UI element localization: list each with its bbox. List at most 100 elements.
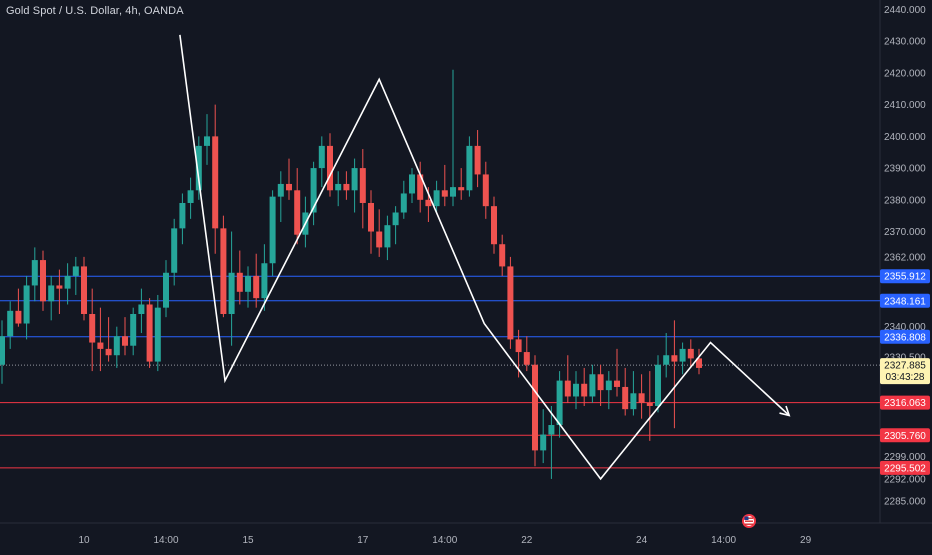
horizontal-lines[interactable] [0,275,880,469]
candle-body [581,383,588,397]
candle [122,317,128,356]
price-tag-bg [880,269,930,284]
candle-body [40,260,46,302]
price-tag-blue: 2348.161 [880,293,930,308]
candle-body [409,174,415,194]
candle-body [64,275,71,289]
zigzag-line[interactable] [179,34,790,481]
candle-body [204,136,210,146]
candle [220,215,227,318]
candle [655,355,661,413]
candle [113,326,120,368]
candle-body [573,383,579,397]
candle-body [318,145,325,169]
candle-body [294,190,301,235]
y-tick-label: 2330.500 [884,352,926,363]
candle [507,256,514,349]
y-tick-label: 2390.000 [884,164,926,175]
us-flag-icon[interactable] [742,514,756,528]
candle [195,136,202,200]
flag-canton [744,516,749,520]
candle-body [343,183,350,191]
candle [335,171,342,207]
candle [630,371,637,416]
candle [89,288,96,372]
candle [417,161,424,213]
candle [212,104,219,254]
candle [15,288,22,327]
price-tag-bg [880,428,930,443]
candle-body [458,187,465,191]
candle-body [687,348,694,359]
y-tick-label: 2420.000 [884,68,926,79]
candle [441,164,448,207]
zigzag-drawing[interactable] [179,34,791,481]
candle-body [253,275,260,299]
candle-body [7,310,14,337]
candle-body [23,285,30,324]
price-tag-label: 2295.502 [884,463,926,474]
us-flag-icon-shape[interactable] [742,514,756,528]
candle-body [663,355,670,365]
candle-body [622,386,629,410]
candle-body [605,380,612,391]
candle-body [138,304,145,314]
last-price-label: 2327.885 [884,361,926,372]
y-tick-label: 2362.000 [884,252,926,263]
candle [491,196,497,254]
candle [97,307,104,372]
candle [327,133,333,197]
candle [253,253,260,308]
y-tick-label: 2285.000 [884,497,926,508]
price-tag-label: 2305.760 [884,431,926,442]
candle [474,130,481,188]
candle [154,294,161,372]
flag-stripe [745,523,753,525]
y-tick-label: 2292.000 [884,474,926,485]
candle [261,244,268,311]
candle [679,342,686,375]
candle [343,171,350,200]
candle [105,317,112,362]
countdown-label: 03:43:28 [886,372,925,383]
candle-body [245,275,251,292]
candle [482,161,489,219]
candle [614,348,620,397]
candle-body [146,304,153,362]
flag-stripe [745,517,753,519]
price-tag-label: 2348.161 [884,296,926,307]
y-tick-label: 2340.000 [884,322,926,333]
price-tag-red: 2305.760 [880,428,930,443]
candle [671,320,678,429]
symbol-title: Gold Spot / U.S. Dollar, 4h, OANDA [6,5,184,17]
candle [146,298,153,368]
candle-body [212,136,219,229]
candles [0,69,702,479]
candle-body [130,314,137,346]
candle-body [630,393,637,410]
candle-body [515,339,522,353]
candle [286,158,292,200]
candle [81,256,87,321]
candle-body [466,145,473,191]
candle-body [277,183,284,197]
candle-body [327,145,333,191]
x-tick-label: 15 [242,535,254,546]
candle-body [507,266,514,340]
candle-body [450,187,456,197]
candle [597,364,604,406]
candle-body [597,374,604,391]
arrow-head [779,405,791,417]
candle-body [556,380,563,426]
time-axis[interactable]: 10 14:00 15 17 14:00 22 24 14:00 29 [78,535,811,546]
candle [581,367,588,406]
price-tags: 2355.912 2348.161 2336.808 2316.063 2305.760… [880,269,930,475]
candle-body [491,206,497,245]
candle [228,231,235,346]
candle-body [671,355,678,362]
candle [48,275,55,321]
price-axis[interactable]: 2285.000 2292.000 2299.000 2330.500 2340.000… [884,5,926,508]
